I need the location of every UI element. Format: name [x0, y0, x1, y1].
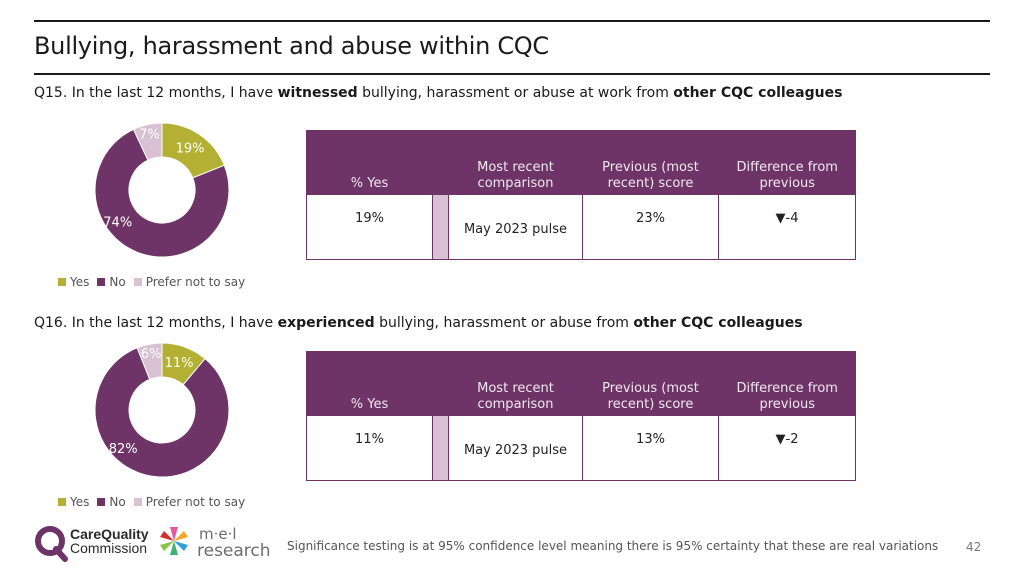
- donut-chart-q15: 19% 74% 7%: [94, 122, 230, 258]
- mel-logo-flower-icon: [160, 527, 188, 555]
- results-table-q16: % Yes Most recent comparison Previous (m…: [306, 351, 856, 481]
- legend-item-prefer-not: Prefer not to say: [133, 275, 246, 289]
- legend-label: Prefer not to say: [145, 275, 246, 289]
- question-emphasis: other CQC colleagues: [673, 85, 843, 101]
- header-spacer: [432, 130, 449, 195]
- legend-swatch-yes: [58, 498, 66, 506]
- donut-slice-prefer-not: [132, 122, 163, 161]
- mel-logo: m·e·l research: [160, 525, 271, 561]
- cell-pct-yes: 19%: [306, 194, 433, 260]
- question-emphasis: other CQC colleagues: [633, 315, 803, 331]
- question-prefix: Q15. In the last 12 months, I have: [34, 85, 278, 101]
- donut-slice-prefer-not: [136, 342, 163, 381]
- cell-pct-yes: 11%: [306, 415, 433, 481]
- top-rule: [34, 20, 990, 22]
- cqc-logo-text-line2: Commission: [70, 540, 147, 556]
- legend-swatch-prefer-not: [133, 278, 142, 286]
- donut-label-prefer-not: 6%: [141, 347, 162, 362]
- title-underline: [34, 73, 990, 75]
- question-emphasis: witnessed: [277, 85, 358, 101]
- cqc-logo-text-line1: CareQuality: [70, 526, 149, 542]
- legend-label: Prefer not to say: [145, 495, 246, 509]
- page-number: 42: [966, 540, 982, 554]
- header-recent-comparison: Most recent comparison: [448, 130, 583, 195]
- table-row: 11% May 2023 pulse 13% ▼-2: [306, 415, 856, 481]
- header-pct-yes: % Yes: [306, 130, 433, 195]
- legend-item-yes: Yes: [58, 495, 89, 509]
- question-q16: Q16. In the last 12 months, I have exper…: [34, 315, 803, 331]
- donut-label-no: 82%: [109, 442, 138, 457]
- results-table-q15: % Yes Most recent comparison Previous (m…: [306, 130, 856, 260]
- header-previous-score: Previous (most recent) score: [582, 351, 719, 416]
- cqc-logo: CareQuality Commission: [35, 526, 149, 562]
- page-title: Bullying, harassment and abuse within CQ…: [34, 32, 549, 60]
- donut-label-prefer-not: 7%: [139, 127, 160, 142]
- legend-label: No: [109, 275, 126, 289]
- legend-item-yes: Yes: [58, 275, 89, 289]
- cqc-logo-tail: [53, 546, 68, 562]
- legend-swatch-no: [97, 498, 106, 506]
- cell-recent-comparison: May 2023 pulse: [448, 194, 583, 260]
- donut-label-yes: 19%: [176, 142, 205, 157]
- donut-label-no: 74%: [103, 216, 132, 231]
- cqc-logo-ring: [35, 526, 65, 556]
- legend-item-prefer-not: Prefer not to say: [133, 495, 246, 509]
- cell-spacer: [432, 194, 449, 260]
- question-middle: bullying, harassment or abuse at work fr…: [357, 85, 674, 101]
- mel-logo-text-line2: research: [197, 541, 271, 561]
- donut-slice-no: [94, 347, 230, 478]
- footer-note: Significance testing is at 95% confidenc…: [287, 539, 939, 553]
- chart-legend-q16: Yes No Prefer not to say: [58, 495, 245, 509]
- table-header-row: % Yes Most recent comparison Previous (m…: [306, 130, 856, 195]
- legend-item-no: No: [97, 275, 126, 289]
- cell-recent-comparison: May 2023 pulse: [448, 415, 583, 481]
- question-q15: Q15. In the last 12 months, I have witne…: [34, 85, 842, 101]
- cell-previous-score: 23%: [582, 194, 719, 260]
- mel-logo-text-line1: m·e·l: [199, 525, 237, 543]
- header-previous-score: Previous (most recent) score: [582, 130, 719, 195]
- donut-label-yes: 11%: [165, 356, 194, 371]
- legend-label: Yes: [70, 275, 90, 289]
- question-emphasis: experienced: [277, 315, 375, 331]
- header-spacer: [432, 351, 449, 416]
- cell-spacer: [432, 415, 449, 481]
- chart-legend-q15: Yes No Prefer not to say: [58, 275, 245, 289]
- legend-swatch-prefer-not: [133, 498, 142, 506]
- footer-logos: CareQuality Commission m·e·l research: [35, 525, 271, 562]
- header-pct-yes: % Yes: [306, 351, 433, 416]
- cell-difference: ▼-2: [718, 415, 856, 481]
- legend-label: Yes: [70, 495, 90, 509]
- cell-difference: ▼-4: [718, 194, 856, 260]
- legend-label: No: [109, 495, 126, 509]
- legend-swatch-no: [97, 278, 106, 286]
- question-middle: bullying, harassment or abuse from: [374, 315, 634, 331]
- header-difference: Difference from previous: [718, 351, 856, 416]
- donut-chart-q16: 11% 82% 6%: [94, 342, 230, 478]
- table-row: 19% May 2023 pulse 23% ▼-4: [306, 194, 856, 260]
- donut-slice-no: [94, 128, 230, 258]
- cell-previous-score: 13%: [582, 415, 719, 481]
- table-header-row: % Yes Most recent comparison Previous (m…: [306, 351, 856, 416]
- header-recent-comparison: Most recent comparison: [448, 351, 583, 416]
- question-prefix: Q16. In the last 12 months, I have: [34, 315, 278, 331]
- legend-item-no: No: [97, 495, 126, 509]
- legend-swatch-yes: [58, 278, 66, 286]
- header-difference: Difference from previous: [718, 130, 856, 195]
